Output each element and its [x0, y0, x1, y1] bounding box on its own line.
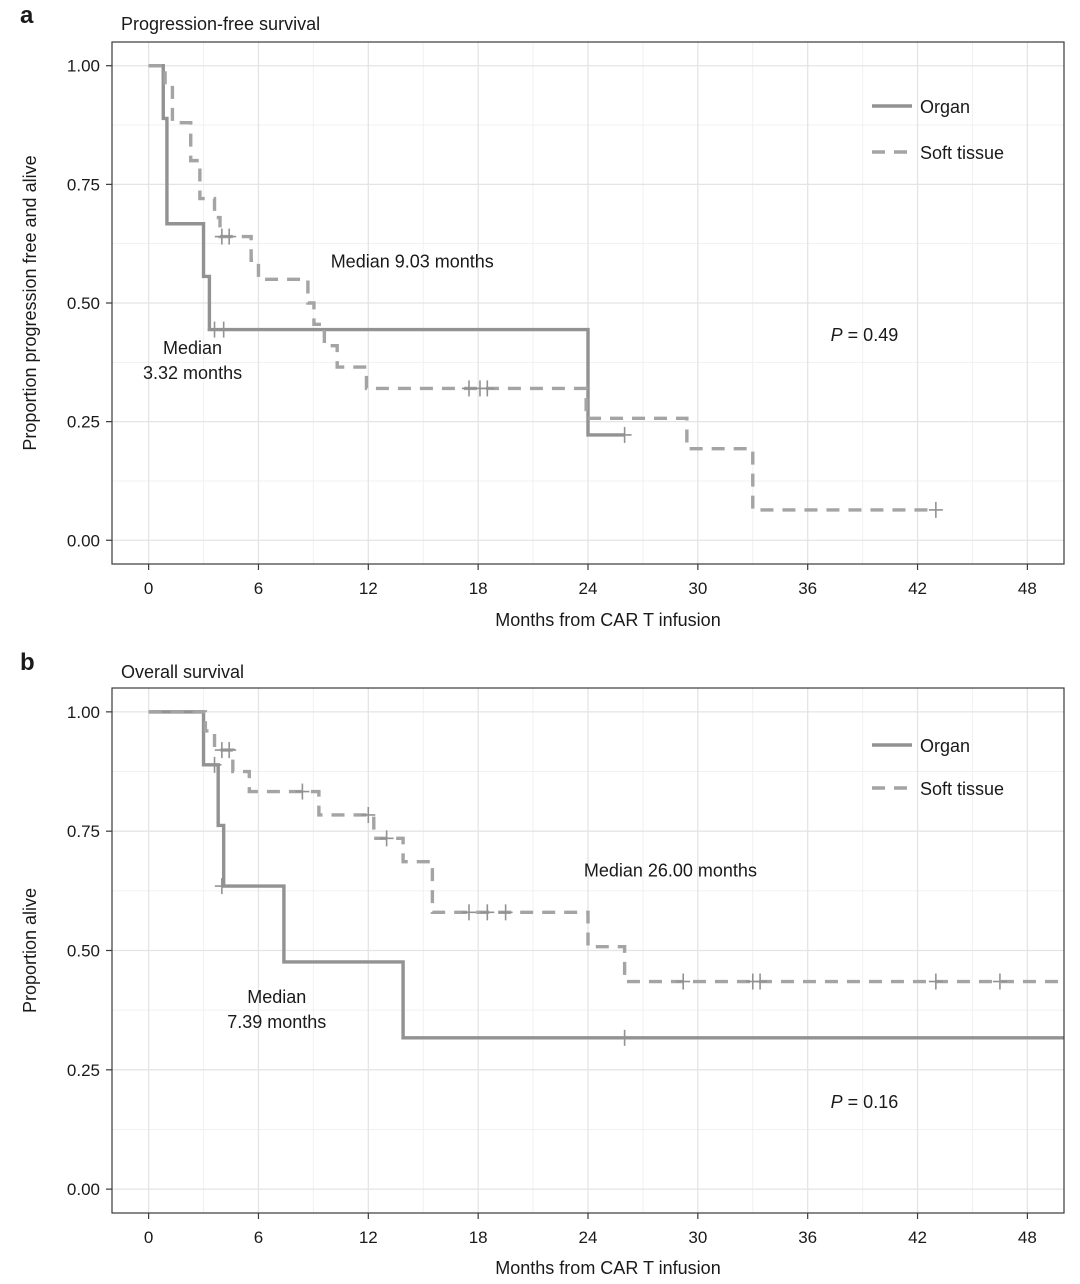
x-tick-label: 6: [254, 579, 263, 598]
x-tick-label: 30: [688, 1228, 707, 1247]
chart-panel-b: b Overall survival 0 6 12 18 24 30 36 42 48 0.00 0.2…: [20, 649, 1065, 1278]
grid: [112, 688, 1064, 1213]
annotation-1: 7.39 months: [227, 1012, 326, 1032]
y-tick-label: 0.75: [67, 822, 100, 841]
x-tick-label: 18: [469, 579, 488, 598]
y-axis-label: Proportion alive: [20, 888, 40, 1013]
annotation-2: P = 0.16: [831, 1092, 899, 1112]
panel-title: Progression-free survival: [121, 14, 320, 34]
y-tick-label: 1.00: [67, 57, 100, 76]
y-axis-label: Proportion progression free and alive: [20, 155, 40, 450]
legend-label-organ: Organ: [920, 97, 970, 117]
series-line-soft: [148, 64, 936, 512]
series-layer: [148, 710, 1064, 1046]
x-tick-label: 48: [1018, 579, 1037, 598]
panel-title: Overall survival: [121, 662, 244, 682]
annotation-0: Median 26.00 months: [584, 861, 757, 881]
series-line-soft: [148, 710, 1064, 984]
x-tick-label: 48: [1018, 1228, 1037, 1247]
legend: Organ Soft tissue: [872, 736, 1004, 799]
legend: Organ Soft tissue: [872, 97, 1004, 163]
x-tick-label: 42: [908, 1228, 927, 1247]
y-tick-label: 1.00: [67, 703, 100, 722]
y-tick-label: 0.75: [67, 175, 100, 194]
panel-letter: a: [20, 2, 34, 29]
legend-label-soft-tissue: Soft tissue: [920, 143, 1004, 163]
series-line-organ: [148, 64, 625, 437]
annotation-1: 3.32 months: [143, 363, 242, 383]
y-tick-label: 0.25: [67, 413, 100, 432]
y-tick-label: 0.00: [67, 1180, 100, 1199]
y-tick-label: 0.25: [67, 1061, 100, 1080]
x-tick-label: 18: [469, 1228, 488, 1247]
annotation-0: Median 9.03 months: [331, 251, 494, 271]
legend-label-organ: Organ: [920, 736, 970, 756]
y-tick-label: 0.50: [67, 942, 100, 961]
x-tick-label: 36: [798, 579, 817, 598]
annotation-1: Median: [163, 338, 222, 358]
x-axis-label: Months from CAR T infusion: [495, 1258, 720, 1278]
x-tick-label: 30: [688, 579, 707, 598]
chart-panel-a: a Progression-free survival 0 6 12 18 24 30 36 42…: [20, 2, 1065, 630]
grid: [112, 42, 1064, 564]
x-tick-label: 12: [359, 1228, 378, 1247]
series-line-organ: [148, 710, 1064, 1040]
series-layer: [148, 64, 943, 518]
x-tick-label: 24: [579, 1228, 598, 1247]
x-tick-label: 42: [908, 579, 927, 598]
panel-letter: b: [20, 649, 35, 676]
annotation-1: Median: [247, 987, 306, 1007]
x-tick-label: 6: [254, 1228, 263, 1247]
legend-label-soft-tissue: Soft tissue: [920, 779, 1004, 799]
y-tick-label: 0.50: [67, 294, 100, 313]
annotation-2: P = 0.49: [831, 325, 899, 345]
x-tick-label: 0: [144, 1228, 153, 1247]
x-tick-label: 36: [798, 1228, 817, 1247]
x-tick-label: 24: [579, 579, 598, 598]
x-axis-label: Months from CAR T infusion: [495, 610, 720, 630]
x-tick-label: 0: [144, 579, 153, 598]
x-tick-label: 12: [359, 579, 378, 598]
y-tick-label: 0.00: [67, 531, 100, 550]
